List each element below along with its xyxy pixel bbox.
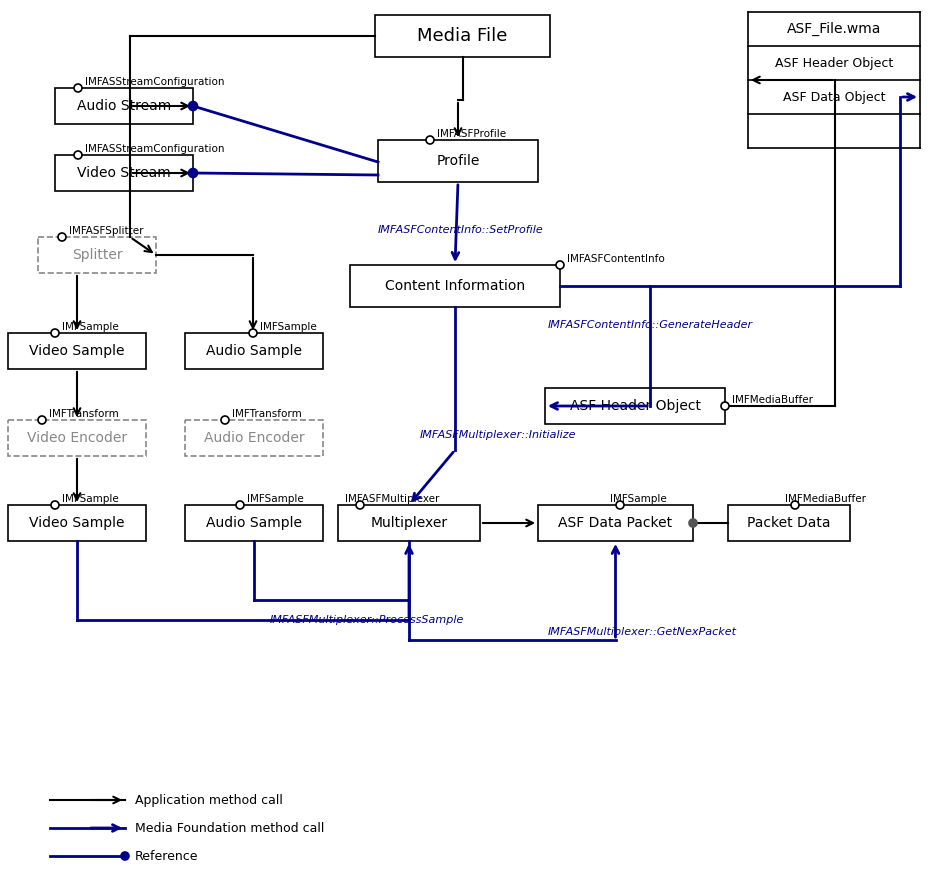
Text: Media Foundation method call: Media Foundation method call [135,822,324,835]
Text: Packet Data: Packet Data [747,516,831,530]
Text: Audio Encoder: Audio Encoder [203,431,304,445]
Circle shape [721,402,729,410]
Text: IMFTransform: IMFTransform [232,409,301,419]
Circle shape [426,136,434,144]
Bar [8,333,146,369]
Text: Application method call: Application method call [135,794,283,806]
Circle shape [58,233,66,241]
Bar [538,505,693,541]
Bar [375,15,550,57]
Bar [185,333,323,369]
Text: Media File: Media File [417,27,508,45]
Bar [55,88,193,124]
Bar [8,505,146,541]
Circle shape [556,261,564,269]
Circle shape [188,102,198,110]
Circle shape [74,151,82,159]
Text: ASF Header Object: ASF Header Object [775,56,893,69]
Text: IMFASFContentInfo::GenerateHeader: IMFASFContentInfo::GenerateHeader [548,320,753,330]
Bar [350,265,560,307]
Circle shape [236,501,244,509]
Circle shape [689,519,697,527]
Text: IMFASFMultiplexer::Initialize: IMFASFMultiplexer::Initialize [420,430,577,440]
Text: Splitter: Splitter [72,248,122,262]
Text: IMFSample: IMFSample [62,322,119,332]
Text: IMFASFContentInfo::SetProfile: IMFASFContentInfo::SetProfile [378,225,544,235]
Text: IMFSample: IMFSample [260,322,317,332]
Text: IMFASFMultiplexer::GetNexPacket: IMFASFMultiplexer::GetNexPacket [548,627,737,637]
Text: IMFTransform: IMFTransform [49,409,119,419]
Text: Video Sample: Video Sample [29,344,124,358]
Bar [8,420,146,456]
Bar [545,388,725,424]
Text: Video Sample: Video Sample [29,516,124,530]
Text: IMFASFMultiplexer: IMFASFMultiplexer [345,494,439,504]
Circle shape [188,168,198,177]
Circle shape [356,501,364,509]
Text: Content Information: Content Information [385,279,525,293]
Text: IMFASStreamConfiguration: IMFASStreamConfiguration [85,144,224,154]
Bar [55,155,193,191]
Text: Video Encoder: Video Encoder [27,431,127,445]
Text: IMFASFMultiplexer::ProcessSample: IMFASFMultiplexer::ProcessSample [270,615,464,625]
Text: ASF Header Object: ASF Header Object [570,399,701,413]
Text: Audio Sample: Audio Sample [206,516,302,530]
Bar [185,420,323,456]
Text: IMFMediaBuffer: IMFMediaBuffer [732,395,813,405]
Text: IMFASFProfile: IMFASFProfile [437,129,506,139]
Text: Reference: Reference [135,849,199,862]
Bar [185,505,323,541]
Text: IMFSample: IMFSample [610,494,667,504]
Text: ASF Data Object: ASF Data Object [783,91,885,103]
Bar [38,237,156,273]
Text: ASF_File.wma: ASF_File.wma [787,22,881,36]
Text: Profile: Profile [436,154,479,168]
Text: IMFSample: IMFSample [62,494,119,504]
Text: ASF Data Packet: ASF Data Packet [559,516,673,530]
Circle shape [221,416,229,424]
Text: Video Stream: Video Stream [77,166,171,180]
Text: IMFASFContentInfo: IMFASFContentInfo [567,254,665,264]
Circle shape [51,501,59,509]
Text: IMFASFSplitter: IMFASFSplitter [69,226,143,236]
Text: IMFASStreamConfiguration: IMFASStreamConfiguration [85,77,224,87]
Circle shape [616,501,624,509]
Text: IMFMediaBuffer: IMFMediaBuffer [785,494,866,504]
Text: IMFSample: IMFSample [247,494,303,504]
Circle shape [249,329,257,337]
Text: Multiplexer: Multiplexer [370,516,447,530]
Text: Audio Stream: Audio Stream [77,99,171,113]
Text: Audio Sample: Audio Sample [206,344,302,358]
Circle shape [791,501,799,509]
Bar [338,505,480,541]
Circle shape [74,84,82,92]
Circle shape [121,852,129,860]
Bar [728,505,850,541]
Circle shape [51,329,59,337]
Circle shape [38,416,46,424]
Bar [378,140,538,182]
